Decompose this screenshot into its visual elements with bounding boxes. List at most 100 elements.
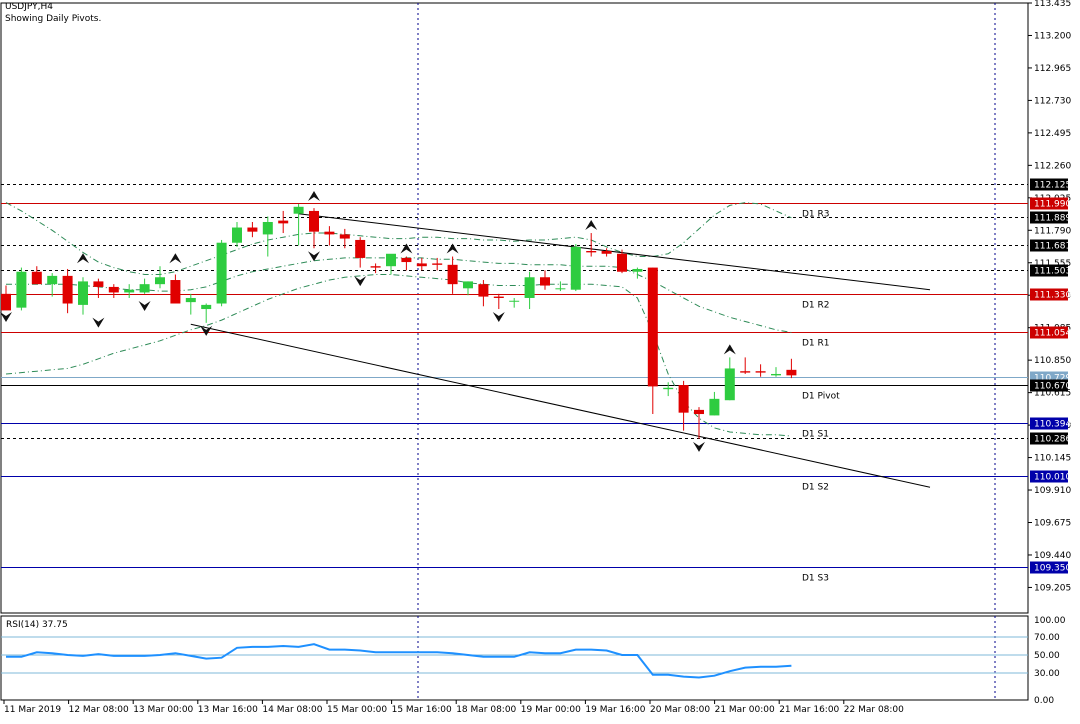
- x-tick-label: 21 Mar 00:00: [715, 705, 775, 715]
- fractal-down-arrow: [138, 300, 151, 311]
- x-tick-label: 22 Mar 08:00: [844, 705, 904, 715]
- level-price-box: [1030, 432, 1068, 445]
- pivot-level-name: D1 Pivot: [802, 392, 840, 402]
- x-tick-label: 15 Mar 00:00: [327, 705, 387, 715]
- candle-body: [62, 275, 73, 304]
- fractal-up-arrow: [77, 253, 89, 264]
- candle-body: [16, 271, 27, 308]
- level-price-label: 111.330: [1034, 291, 1071, 301]
- fractal-up-arrow: [446, 243, 459, 254]
- level-price-box: [1030, 470, 1068, 483]
- level-price-label: 110.010: [1034, 473, 1071, 483]
- x-tick-label: 20 Mar 08:00: [650, 705, 710, 715]
- fractal-down-arrow: [200, 325, 213, 336]
- candle-body: [93, 281, 104, 287]
- pivot-level-name: D1 R3: [802, 210, 830, 220]
- candle-body: [416, 263, 427, 267]
- candle-body: [309, 210, 319, 232]
- candle-body: [447, 264, 458, 285]
- candle-body: [786, 369, 797, 376]
- pivot-level-name: D1 R2: [802, 301, 830, 311]
- y-tick-label: 110.850: [1034, 356, 1071, 366]
- candle-body: [185, 297, 196, 303]
- level-price-box: [1030, 264, 1068, 277]
- level-price-label: 111.990: [1034, 200, 1071, 210]
- y-tick-label: 109.675: [1034, 519, 1071, 529]
- level-price-label: 112.125: [1034, 181, 1071, 191]
- y-tick-label: 109.205: [1034, 583, 1071, 593]
- level-price-box: [1030, 178, 1068, 191]
- x-tick-label: 21 Mar 16:00: [779, 705, 839, 715]
- pivot-level-name: D1 R1: [802, 339, 830, 349]
- x-tick-label: 19 Mar 00:00: [521, 705, 581, 715]
- candle-body: [47, 275, 58, 285]
- fractal-down-arrow: [492, 312, 505, 323]
- candle-body: [724, 368, 735, 401]
- candle-body: [755, 371, 766, 373]
- y-tick-label: 112.965: [1034, 64, 1071, 74]
- candle-body: [432, 263, 443, 265]
- fractal-up-arrow: [400, 243, 413, 254]
- y-tick-label: 111.790: [1034, 226, 1071, 236]
- candle-body: [1, 293, 11, 311]
- candle-body: [324, 231, 335, 235]
- x-tick-label: 11 Mar 2019: [4, 705, 61, 715]
- candle-body: [339, 234, 350, 239]
- envelope-lower-line: [5, 274, 792, 437]
- candle-body: [647, 267, 658, 387]
- candle-body: [355, 239, 366, 258]
- candle-body: [247, 227, 258, 232]
- y-tick-label: 113.435: [1034, 0, 1071, 9]
- fractal-down-arrow: [0, 312, 12, 323]
- y-tick-label: 112.495: [1034, 129, 1071, 139]
- rsi-y-tick-label: 100.00: [1034, 616, 1066, 626]
- level-price-label: 110.394: [1034, 420, 1071, 430]
- pivot-level-name: D1 S3: [802, 574, 829, 584]
- fractal-down-arrow: [693, 441, 705, 452]
- rsi-line: [6, 643, 792, 679]
- y-tick-label: 110.615: [1034, 389, 1071, 399]
- candle-body: [709, 398, 720, 416]
- candle-body: [278, 220, 289, 224]
- candle-body: [108, 286, 119, 293]
- rsi-y-tick-label: 0.00: [1034, 696, 1054, 706]
- y-tick-label: 112.260: [1034, 161, 1071, 171]
- y-tick-label: 112.730: [1034, 96, 1071, 106]
- candle-body: [493, 296, 504, 298]
- candle-body: [262, 221, 273, 235]
- level-price-box: [1030, 197, 1068, 210]
- candle-body: [540, 277, 550, 286]
- candle-body: [601, 251, 612, 254]
- y-tick-label: 110.145: [1034, 454, 1071, 464]
- candle-body: [124, 289, 135, 293]
- level-price-label: 110.286: [1034, 435, 1071, 445]
- trendline-0: [298, 213, 931, 291]
- symbol-label: USDJPY,H4: [5, 2, 53, 12]
- x-tick-label: 12 Mar 08:00: [69, 705, 129, 715]
- rsi-y-tick-label: 70.00: [1034, 633, 1060, 643]
- y-tick-label: 109.440: [1034, 551, 1071, 561]
- candle-body: [78, 281, 88, 305]
- subtitle-label: Showing Daily Pivots.: [5, 14, 102, 24]
- fractal-up-arrow: [723, 344, 736, 355]
- candle-body: [201, 304, 212, 310]
- x-tick-label: 18 Mar 08:00: [456, 705, 516, 715]
- fractal-down-arrow: [92, 317, 105, 328]
- candle-body: [232, 227, 242, 243]
- x-tick-label: 13 Mar 16:00: [198, 705, 258, 715]
- candle-body: [555, 288, 566, 290]
- trendline-1: [190, 323, 931, 488]
- level-price-label: 111.681: [1034, 242, 1071, 252]
- fractal-up-arrow: [169, 253, 182, 264]
- level-price-label: 109.350: [1034, 564, 1071, 574]
- candle-body: [478, 284, 489, 297]
- level-price-label: 111.054: [1034, 329, 1071, 339]
- candle-body: [586, 251, 597, 253]
- pivot-level-name: D1 S1: [802, 430, 829, 440]
- fractal-down-arrow: [354, 276, 367, 287]
- level-price-box: [1030, 379, 1068, 392]
- fractal-down-arrow: [308, 251, 320, 262]
- candle-body: [663, 387, 674, 390]
